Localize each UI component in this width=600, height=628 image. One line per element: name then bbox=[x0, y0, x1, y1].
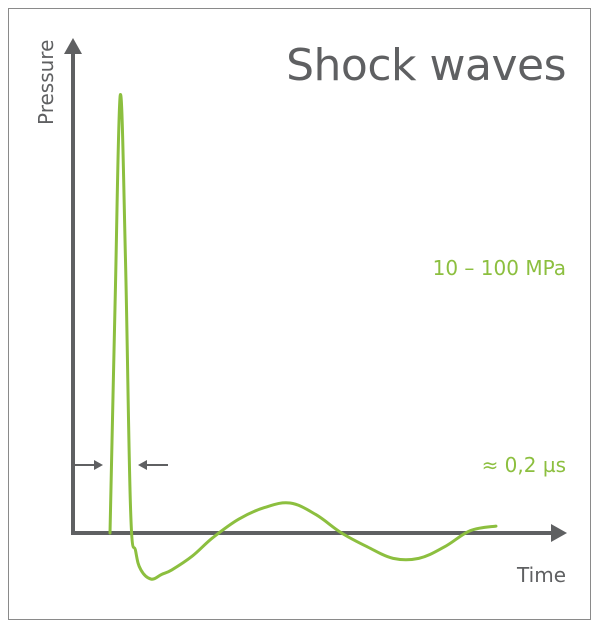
pulse-width-arrowhead-right bbox=[138, 460, 147, 470]
peak-pressure-annotation: 10 – 100 MPa bbox=[433, 256, 566, 280]
pressure-curve bbox=[108, 93, 498, 581]
pulse-width-arrowhead-left bbox=[94, 460, 103, 470]
chart-title: Shock waves bbox=[286, 40, 566, 91]
y-axis-arrowhead bbox=[64, 38, 82, 54]
chart-frame bbox=[8, 8, 591, 620]
y-axis-label: Pressure bbox=[34, 40, 58, 125]
pulse-width-annotation: ≈ 0,2 µs bbox=[482, 453, 566, 477]
x-axis-label: Time bbox=[516, 563, 566, 587]
x-axis-arrowhead bbox=[551, 524, 567, 542]
